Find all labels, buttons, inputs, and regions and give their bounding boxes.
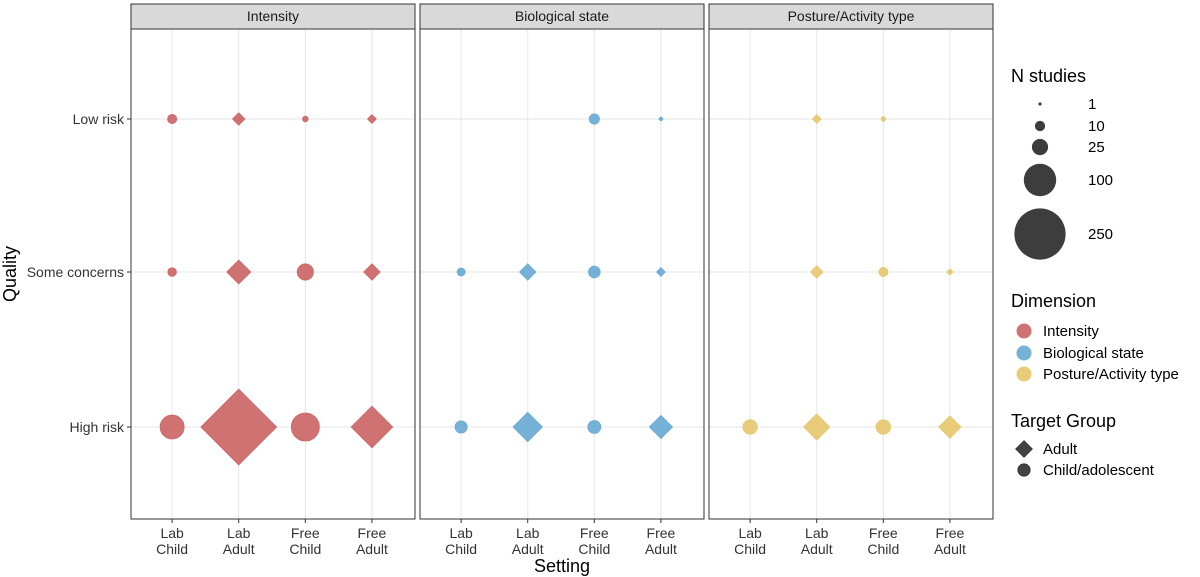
- panel-border: [130, 28, 416, 520]
- data-point-intensity-lab-adult-high-risk: [200, 388, 278, 466]
- panel-background: [420, 29, 704, 519]
- x-tick-label-line2: Child: [156, 541, 188, 557]
- y-axis-title: Quality: [0, 246, 20, 302]
- x-tick-label-line2: Adult: [512, 541, 544, 557]
- data-point-intensity-free-adult-high-risk: [350, 405, 394, 449]
- panel-border: [419, 28, 705, 520]
- x-tick-label-line2: Adult: [223, 541, 255, 557]
- legend-size-title: N studies: [1011, 66, 1086, 86]
- data-point-posture-activity-type-lab-adult-low-risk: [811, 114, 822, 124]
- y-tick-label: Some concerns: [27, 264, 124, 280]
- data-point-biological-state-lab-child-high-risk: [454, 420, 468, 434]
- legend-dimension-label: Biological state: [1043, 345, 1144, 362]
- data-point-intensity-free-child-high-risk: [290, 412, 320, 442]
- data-point-posture-activity-type-lab-adult-some-concerns: [809, 265, 824, 279]
- data-point-intensity-free-child-low-risk: [302, 115, 309, 123]
- x-tick-label-line1: Lab: [516, 525, 540, 541]
- data-point-posture-activity-type-free-child-some-concerns: [878, 267, 889, 277]
- data-point-posture-activity-type-free-child-high-risk: [875, 419, 891, 435]
- legend-dimension-key: [1016, 345, 1032, 361]
- data-point-intensity-free-child-some-concerns: [296, 263, 314, 281]
- legend-dimension-label: Intensity: [1043, 323, 1099, 340]
- x-tick-label-line1: Lab: [449, 525, 473, 541]
- data-point-posture-activity-type-lab-adult-high-risk: [803, 413, 831, 441]
- legend-dimension-key: [1016, 323, 1032, 339]
- x-tick-label-line2: Adult: [645, 541, 677, 557]
- x-tick-label-line1: Free: [647, 525, 676, 541]
- data-point-biological-state-free-child-some-concerns: [588, 265, 601, 279]
- panel-border: [708, 28, 994, 520]
- x-tick-label-line2: Child: [867, 541, 899, 557]
- legend-size-label: 25: [1088, 139, 1105, 156]
- legend-target-group-key: [1017, 463, 1031, 477]
- x-tick-label-line2: Child: [289, 541, 321, 557]
- facet-title: Posture/Activity type: [788, 8, 915, 24]
- legend-size-label: 1: [1088, 96, 1096, 113]
- x-tick-label-line2: Child: [734, 541, 766, 557]
- facet-strip: [419, 3, 705, 30]
- x-tick-label-line1: Lab: [738, 525, 762, 541]
- y-tick-label: High risk: [70, 419, 125, 435]
- x-tick-label-line2: Adult: [934, 541, 966, 557]
- data-point-biological-state-free-child-high-risk: [587, 420, 602, 434]
- legend-size-key: [1014, 208, 1066, 260]
- data-point-posture-activity-type-free-adult-some-concerns: [946, 268, 954, 276]
- legend-size-key: [1031, 138, 1049, 156]
- data-point-biological-state-free-adult-low-risk: [658, 116, 664, 122]
- legend-size-key: [1034, 120, 1046, 132]
- x-tick-label-line1: Free: [869, 525, 898, 541]
- legend-target-group-key: [1015, 440, 1033, 458]
- legend-size-key: [1038, 102, 1042, 106]
- legend-size-key: [1023, 163, 1057, 197]
- x-tick-label-line2: Child: [445, 541, 477, 557]
- x-tick-label-line2: Adult: [356, 541, 388, 557]
- data-point-biological-state-free-child-low-risk: [588, 113, 600, 125]
- data-point-intensity-free-adult-some-concerns: [363, 263, 381, 281]
- x-axis-title: Setting: [534, 556, 590, 576]
- data-point-biological-state-lab-adult-high-risk: [512, 411, 543, 443]
- data-point-biological-state-free-adult-some-concerns: [655, 267, 666, 277]
- data-point-biological-state-free-adult-high-risk: [648, 414, 674, 440]
- x-tick-label-line1: Lab: [160, 525, 184, 541]
- legend-size-label: 10: [1088, 118, 1105, 135]
- legend-dimension-label: Posture/Activity type: [1043, 366, 1179, 383]
- x-tick-label-line1: Free: [580, 525, 609, 541]
- legend-target-group-title: Target Group: [1011, 411, 1116, 431]
- facet-strip: [130, 3, 416, 30]
- data-point-intensity-lab-child-some-concerns: [167, 267, 177, 277]
- legend-target-group-label: Adult: [1043, 441, 1078, 458]
- facet-title: Intensity: [247, 8, 299, 24]
- facet-title: Biological state: [515, 8, 609, 24]
- x-tick-label-line1: Free: [291, 525, 320, 541]
- data-point-intensity-lab-adult-low-risk: [231, 112, 246, 126]
- data-point-intensity-lab-adult-some-concerns: [226, 259, 252, 285]
- x-tick-label-line1: Free: [358, 525, 387, 541]
- data-point-biological-state-lab-adult-some-concerns: [518, 263, 537, 281]
- x-tick-label-line1: Lab: [227, 525, 251, 541]
- legend-size-label: 250: [1088, 226, 1113, 243]
- data-point-intensity-lab-child-high-risk: [159, 414, 185, 440]
- x-tick-label-line1: Lab: [805, 525, 829, 541]
- data-point-posture-activity-type-free-child-low-risk: [880, 116, 887, 122]
- x-tick-label-line2: Adult: [801, 541, 833, 557]
- data-point-biological-state-lab-child-some-concerns: [456, 267, 466, 277]
- data-point-intensity-lab-child-low-risk: [167, 114, 178, 124]
- legend-size-label: 100: [1088, 172, 1113, 189]
- x-tick-label-line1: Free: [936, 525, 965, 541]
- y-tick-label: Low risk: [73, 111, 125, 127]
- data-point-intensity-free-adult-low-risk: [366, 114, 377, 124]
- x-tick-label-line2: Child: [578, 541, 610, 557]
- data-point-posture-activity-type-free-adult-high-risk: [938, 415, 962, 439]
- legend-target-group-label: Child/adolescent: [1043, 462, 1155, 479]
- panel-background: [709, 29, 993, 519]
- facet-strip: [708, 3, 994, 30]
- legend-dimension-title: Dimension: [1011, 291, 1096, 311]
- legend-dimension-key: [1016, 366, 1032, 382]
- data-point-posture-activity-type-lab-child-high-risk: [742, 419, 758, 435]
